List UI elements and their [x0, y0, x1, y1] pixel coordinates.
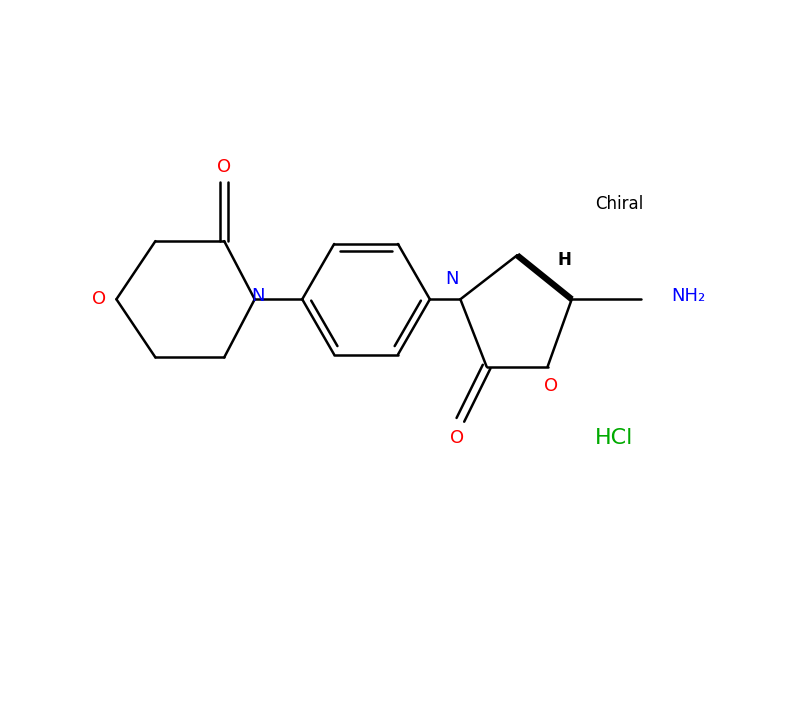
Text: NH₂: NH₂ [671, 287, 705, 305]
Text: HCl: HCl [595, 428, 634, 448]
Text: O: O [92, 290, 106, 308]
Text: O: O [544, 377, 558, 395]
Text: H: H [558, 251, 571, 269]
Text: O: O [217, 157, 231, 176]
Text: Chiral: Chiral [595, 194, 644, 212]
Text: N: N [252, 287, 265, 305]
Text: N: N [445, 271, 458, 288]
Text: O: O [450, 429, 464, 446]
